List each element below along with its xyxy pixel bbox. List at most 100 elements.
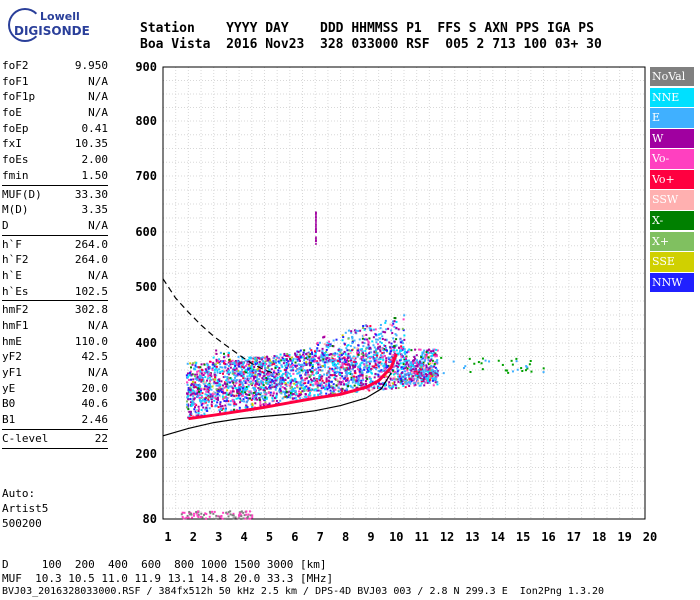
echo-point — [433, 365, 436, 368]
echo-point — [198, 371, 201, 374]
echo-point — [380, 369, 383, 372]
y-tick-label: 600 — [135, 225, 157, 239]
echo-point — [246, 399, 249, 402]
echo-point — [352, 365, 355, 368]
echo-point — [350, 373, 353, 376]
echo-point — [406, 367, 409, 370]
echo-point — [216, 389, 219, 392]
echo-point — [274, 377, 277, 380]
echo-point — [349, 364, 352, 367]
echo-point — [425, 364, 428, 367]
echo-point — [414, 348, 417, 351]
echo-point — [311, 357, 314, 360]
echo-point — [259, 393, 262, 396]
echo-point — [425, 351, 428, 354]
echo-point — [347, 356, 350, 359]
y-tick-label: 80 — [143, 512, 157, 526]
echo-point — [314, 355, 317, 358]
echo-point — [290, 391, 293, 394]
echo-point — [285, 370, 288, 373]
echo-point — [252, 371, 255, 374]
x-tick-label: 17 — [567, 530, 581, 544]
echo-point — [181, 515, 184, 518]
param-value: 3.35 — [81, 203, 109, 217]
echo-point — [247, 379, 250, 382]
echo-point — [257, 378, 260, 381]
param-row: yE 20.0 — [2, 381, 108, 397]
echo-point — [301, 370, 304, 373]
echo-point — [436, 383, 439, 386]
echo-point — [247, 513, 250, 516]
echo-point — [188, 510, 191, 513]
echo-point — [214, 405, 217, 408]
echo-point — [409, 381, 412, 384]
echo-point — [242, 389, 245, 392]
echo-point — [279, 353, 282, 356]
echo-point — [397, 352, 400, 355]
echo-point — [188, 410, 191, 413]
echo-point — [316, 370, 319, 373]
echo-point — [422, 365, 425, 368]
echo-point — [397, 328, 400, 331]
echo-point — [316, 341, 319, 344]
echo-point — [349, 365, 352, 368]
echo-point — [400, 378, 403, 381]
echo-point — [186, 400, 189, 403]
echo-point — [268, 372, 271, 375]
echo-point — [372, 336, 375, 339]
echo-point — [305, 396, 308, 399]
echo-point — [192, 395, 195, 398]
echo-point — [273, 360, 276, 363]
echo-point — [235, 382, 238, 385]
echo-point — [317, 343, 320, 346]
echo-point — [413, 361, 416, 364]
echo-point — [205, 513, 208, 516]
echo-point — [285, 354, 288, 357]
echo-point — [262, 360, 265, 363]
echo-point — [252, 391, 255, 394]
echo-point — [289, 375, 292, 378]
echo-point — [206, 377, 209, 380]
echo-point — [244, 377, 247, 380]
echo-point — [331, 390, 334, 393]
echo-point — [430, 367, 433, 370]
echo-point — [305, 353, 308, 356]
echo-point — [357, 383, 360, 386]
echo-point — [329, 385, 332, 388]
echo-point — [326, 341, 329, 344]
echo-point — [282, 390, 285, 393]
echo-point — [384, 321, 387, 324]
echo-point — [379, 383, 382, 386]
echo-point — [542, 367, 545, 370]
param-row: MUF(D) 33.30 — [2, 187, 108, 203]
echo-point — [327, 346, 330, 349]
echo-point — [404, 365, 407, 368]
echo-point — [317, 382, 320, 385]
echo-point — [221, 395, 224, 398]
param-row: B0 40.6 — [2, 396, 108, 412]
echo-point — [236, 374, 239, 377]
echo-point — [395, 344, 398, 347]
echo-point — [213, 365, 216, 368]
echo-point — [368, 327, 371, 330]
echo-point — [380, 332, 383, 335]
echo-point — [244, 364, 247, 367]
echo-point — [203, 372, 206, 375]
echo-point — [291, 394, 294, 397]
echo-point — [263, 389, 266, 392]
echo-point — [392, 384, 395, 387]
echo-point — [215, 388, 218, 391]
echo-point — [362, 366, 365, 369]
echo-point — [333, 354, 336, 357]
echo-point — [213, 378, 216, 381]
echo-point — [306, 354, 309, 357]
echo-point — [362, 379, 365, 382]
echo-point — [272, 357, 275, 360]
echo-point — [197, 387, 200, 390]
echo-point — [329, 374, 332, 377]
echo-point — [326, 361, 329, 364]
echo-point — [411, 368, 414, 371]
param-key: foF1p — [2, 90, 36, 104]
echo-point — [230, 378, 233, 381]
echo-point — [222, 362, 225, 365]
